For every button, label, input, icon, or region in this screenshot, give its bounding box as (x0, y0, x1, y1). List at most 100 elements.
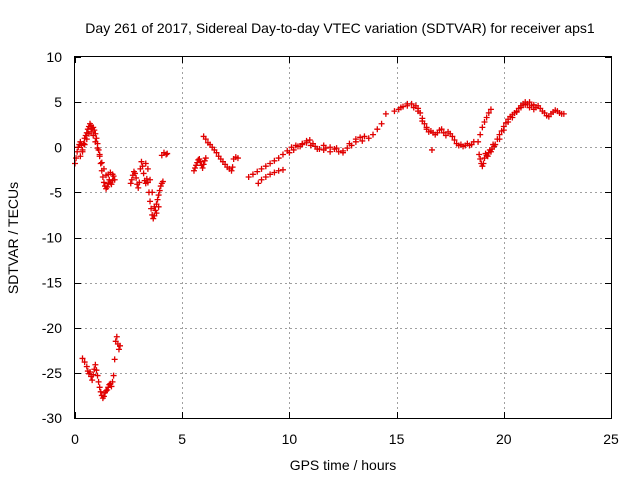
data-point (91, 127, 98, 134)
data-point (481, 118, 488, 125)
series-seg15 (475, 106, 494, 145)
data-point (479, 163, 486, 170)
data-point (199, 165, 206, 172)
y-tick-label: -10 (42, 230, 62, 246)
data-point (374, 126, 381, 133)
series-seg12 (382, 100, 477, 150)
data-point (275, 155, 282, 162)
series-seg5 (142, 160, 162, 217)
data-point (279, 166, 286, 173)
data-point (451, 137, 458, 144)
data-point (110, 372, 117, 379)
data-point (83, 363, 90, 370)
data-point (154, 196, 161, 203)
data-point (97, 160, 104, 167)
data-point (294, 143, 301, 150)
data-point (155, 192, 162, 199)
data-point (153, 210, 160, 217)
y-tick-label: 10 (46, 49, 62, 65)
y-axis-label: SDTVAR / TECUs (5, 182, 21, 294)
x-tick-label: 5 (178, 431, 186, 447)
data-point (275, 167, 282, 174)
data-point (480, 160, 487, 167)
chart-title: Day 261 of 2017, Sidereal Day-to-day VTE… (85, 20, 595, 36)
data-point (108, 383, 115, 390)
data-point (109, 171, 116, 178)
data-point (196, 155, 203, 162)
data-point (163, 151, 170, 158)
series-seg10 (255, 166, 286, 187)
data-point (299, 141, 306, 148)
data-point (255, 180, 262, 187)
series-seg18 (496, 101, 537, 143)
data-point (404, 102, 411, 109)
x-tick-label: 0 (71, 431, 79, 447)
data-point (258, 165, 265, 172)
data-point (138, 158, 145, 165)
data-point (80, 140, 87, 147)
data-point (423, 124, 430, 131)
data-point (201, 157, 208, 164)
x-axis-label: GPS time / hours (290, 457, 397, 473)
plot-frame (74, 56, 612, 419)
data-point (267, 160, 274, 167)
data-point (487, 106, 494, 113)
data-point (87, 368, 94, 375)
data-point (522, 101, 529, 108)
y-tick-label: -25 (42, 365, 62, 381)
data-point (449, 133, 456, 140)
series-seg13 (397, 102, 430, 131)
data-point (213, 149, 220, 156)
data-point (517, 104, 524, 111)
series-seg6 (158, 149, 171, 159)
data-point (79, 355, 86, 362)
data-point (152, 207, 159, 214)
y-tick-label: -5 (50, 184, 63, 200)
data-point (100, 393, 107, 400)
y-tick-label: 0 (54, 139, 62, 155)
data-point (492, 141, 499, 148)
data-point (333, 145, 340, 152)
y-tick-label: -15 (42, 275, 62, 291)
data-point (340, 149, 346, 156)
data-point (258, 176, 265, 183)
series-seg8 (200, 133, 241, 174)
data-point (105, 384, 112, 391)
data-point (202, 136, 209, 143)
data-point (155, 203, 162, 210)
data-point (229, 164, 236, 171)
data-point (109, 378, 116, 385)
data-point (99, 174, 106, 181)
data-point (484, 153, 491, 160)
data-point (106, 176, 113, 183)
data-point (97, 388, 104, 395)
data-point (477, 131, 484, 138)
data-point (344, 145, 351, 152)
data-point (505, 118, 512, 125)
data-point (159, 178, 166, 185)
data-point (93, 135, 100, 142)
data-point (415, 108, 422, 115)
x-tick-labels: 0 5 10 15 20 25 (71, 431, 619, 447)
data-point (108, 181, 115, 188)
data-point (477, 155, 484, 162)
data-point (357, 134, 364, 141)
data-point (228, 167, 235, 174)
data-point (94, 372, 101, 379)
data-point (410, 104, 417, 111)
data-point (378, 120, 385, 127)
data-point (382, 110, 389, 117)
data-point (90, 132, 97, 139)
data-point (111, 356, 118, 363)
data-point (147, 198, 154, 205)
data-point (487, 148, 494, 155)
data-point (359, 137, 366, 144)
series-seg4 (127, 158, 166, 222)
data-point (164, 150, 171, 157)
data-point (513, 109, 520, 116)
data-point (135, 184, 142, 191)
data-point (286, 149, 293, 156)
data-point (92, 138, 99, 145)
data-point (79, 148, 86, 155)
